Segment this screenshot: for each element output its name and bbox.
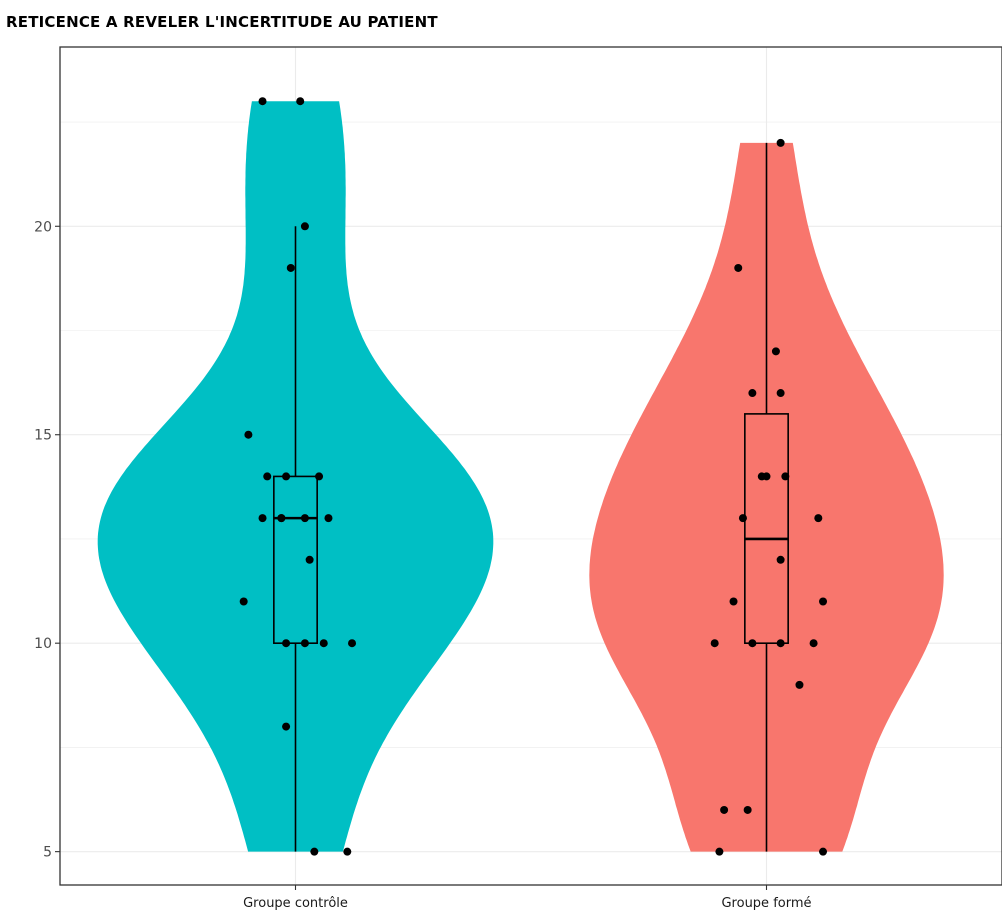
data-points — [239, 97, 828, 856]
axes: 5 10 15 20 Groupe contrôle Groupe formé — [34, 219, 811, 911]
data-point — [720, 805, 729, 814]
box-iqr — [744, 413, 789, 644]
data-point — [762, 472, 771, 481]
boxplots — [273, 142, 789, 852]
data-point — [776, 389, 785, 398]
data-point — [305, 555, 314, 564]
y-tick-label: 15 — [34, 428, 52, 444]
data-point — [282, 472, 291, 481]
data-point — [776, 555, 785, 564]
violin-forme — [589, 142, 944, 852]
data-point — [277, 514, 286, 523]
data-point — [819, 847, 828, 856]
y-tick-label: 10 — [34, 636, 52, 652]
data-point — [738, 514, 747, 523]
data-point — [819, 597, 828, 606]
data-point — [263, 472, 272, 481]
data-point — [258, 514, 267, 523]
data-point — [343, 847, 352, 856]
plot-border — [59, 46, 1002, 886]
data-point — [776, 639, 785, 648]
data-point — [286, 263, 295, 272]
x-tick-label: Groupe contrôle — [243, 896, 348, 911]
data-point — [729, 597, 738, 606]
x-tick-label: Groupe formé — [721, 896, 811, 911]
data-point — [795, 680, 804, 689]
data-point — [300, 514, 309, 523]
data-point — [315, 472, 324, 481]
data-point — [300, 222, 309, 231]
data-point — [348, 639, 357, 648]
data-point — [296, 97, 305, 106]
box-iqr — [273, 475, 318, 644]
data-point — [324, 514, 333, 523]
data-point — [748, 389, 757, 398]
data-point — [809, 639, 818, 648]
data-point — [771, 347, 780, 356]
data-point — [310, 847, 319, 856]
data-point — [300, 639, 309, 648]
y-tick-label: 20 — [34, 219, 52, 235]
data-point — [748, 639, 757, 648]
data-point — [743, 805, 752, 814]
data-point — [781, 472, 790, 481]
data-point — [710, 639, 719, 648]
data-point — [734, 263, 743, 272]
data-point — [814, 514, 823, 523]
y-tick-label: 5 — [43, 845, 52, 861]
data-point — [319, 639, 328, 648]
data-point — [244, 430, 253, 439]
data-point — [258, 97, 267, 106]
data-point — [282, 639, 291, 648]
data-point — [715, 847, 724, 856]
data-point — [776, 138, 785, 147]
data-point — [282, 722, 291, 731]
chart-title: RETICENCE A REVELER L'INCERTITUDE AU PAT… — [6, 13, 438, 31]
data-point — [239, 597, 248, 606]
